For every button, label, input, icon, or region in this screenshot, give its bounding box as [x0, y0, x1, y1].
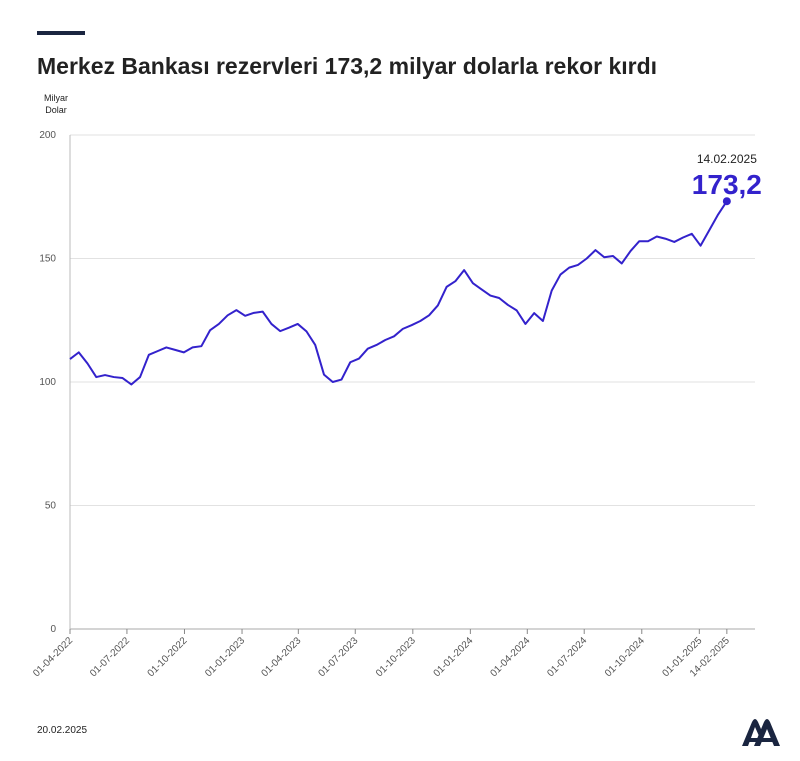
x-tick-label: 01-07-2024: [545, 635, 589, 679]
y-tick-label: 200: [39, 130, 56, 141]
x-tick-label: 01-01-2024: [432, 635, 476, 679]
x-tick-label: 01-04-2022: [31, 635, 75, 679]
annotation-value: 173,2: [692, 169, 762, 200]
x-tick-label: 01-10-2024: [603, 635, 647, 679]
x-tick-label: 01-04-2023: [260, 635, 304, 679]
annotation-date: 14.02.2025: [697, 152, 757, 166]
x-tick-label: 01-10-2022: [146, 635, 190, 679]
y-axis-label: Milyar: [44, 93, 68, 103]
logo: [742, 719, 780, 746]
x-tick-label: 01-10-2023: [374, 635, 418, 679]
x-tick-label: 01-07-2022: [88, 635, 132, 679]
y-tick-label: 100: [39, 377, 56, 388]
end-point: [722, 197, 731, 206]
data-line: [69, 200, 728, 386]
x-tick-label: 01-04-2024: [488, 635, 532, 679]
title-bar: [37, 31, 85, 35]
x-tick-label: 01-01-2023: [203, 635, 247, 679]
x-tick-label: 01-07-2023: [316, 635, 360, 679]
footer-date: 20.02.2025: [37, 725, 87, 736]
chart-title: Merkez Bankası rezervleri 173,2 milyar d…: [37, 53, 657, 79]
y-tick-label: 50: [45, 501, 57, 512]
y-axis-label: Dolar: [45, 105, 67, 115]
y-tick-label: 150: [39, 254, 56, 265]
y-tick-label: 0: [50, 624, 56, 635]
